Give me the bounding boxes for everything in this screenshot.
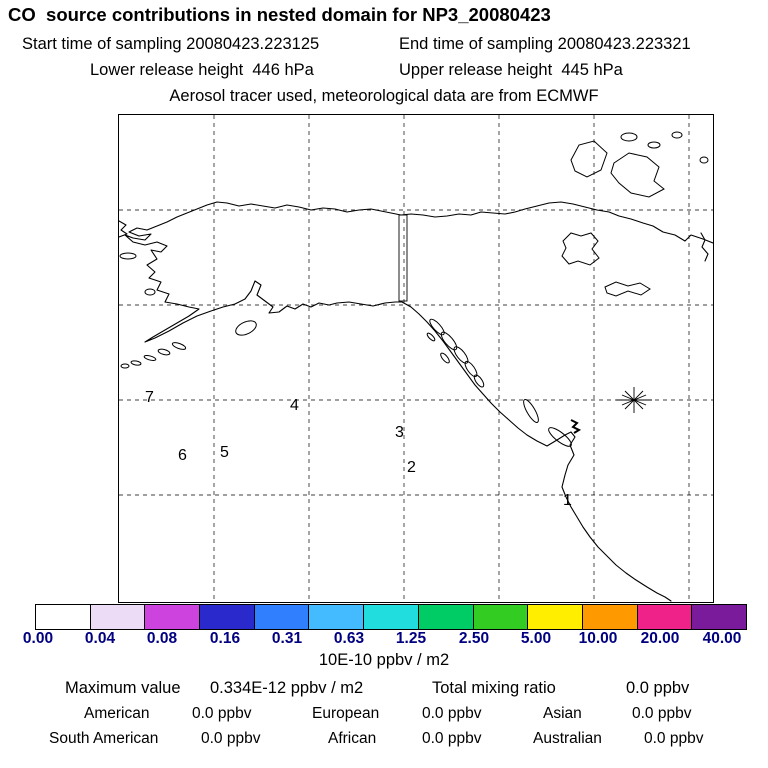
contribution-value: 0.0 ppbv [644, 730, 704, 747]
colorbar-segment [473, 605, 529, 629]
contribution-label: American [84, 705, 150, 722]
colorbar-segment [582, 605, 638, 629]
receptor-label: 3 [395, 424, 404, 441]
contribution-label: Asian [543, 705, 582, 722]
island [523, 399, 539, 423]
river-line [700, 232, 709, 262]
receptor-label: 6 [178, 447, 187, 464]
island [130, 360, 142, 366]
total-mixing-ratio-label: Total mixing ratio [432, 679, 556, 697]
island [610, 152, 665, 198]
maximum-value: 0.334E-12 ppbv / m2 [210, 679, 364, 697]
receptor-label: 2 [407, 459, 416, 476]
island [235, 320, 257, 336]
island [699, 156, 709, 164]
receptor-labels: 1 2 3 4 5 6 7 [145, 389, 572, 509]
start-time-text: Start time of sampling 20080423.223125 [22, 35, 320, 53]
contribution-value: 0.0 ppbv [201, 730, 261, 747]
contribution-label: South American [49, 730, 159, 747]
island [620, 132, 638, 142]
end-time-text: End time of sampling 20080423.223321 [399, 35, 691, 53]
island [440, 352, 450, 364]
island [119, 252, 137, 260]
map-svg: 1 2 3 4 5 6 7 [119, 115, 713, 602]
colorbar-segment [637, 605, 693, 629]
island [171, 342, 187, 350]
island [647, 141, 661, 149]
lower-release-text: Lower release height 446 hPa [90, 61, 314, 79]
coastline [119, 201, 713, 602]
island [464, 360, 478, 378]
colorbar-segment [692, 605, 746, 629]
island [453, 346, 469, 364]
colorbar-segment [36, 605, 91, 629]
islands-and-lakes [119, 131, 709, 447]
political-boundary-line [398, 214, 408, 302]
lake [604, 281, 651, 297]
island [144, 288, 156, 296]
receptor-label: 7 [145, 389, 154, 406]
lake [561, 232, 600, 266]
island [548, 427, 572, 447]
colorbar-unit-label: 10E-10 ppbv / m2 [318, 651, 450, 669]
colorbar-tick-label: 20.00 [640, 630, 680, 647]
colorbar-tick-label: 0.04 [84, 630, 116, 647]
island [157, 348, 171, 356]
maximum-value-label: Maximum value [65, 679, 181, 697]
island [120, 363, 130, 369]
colorbar-segment [418, 605, 474, 629]
colorbar-tick-label: 0.63 [333, 630, 365, 647]
tracer-info-text: Aerosol tracer used, meteorological data… [169, 87, 599, 105]
colorbar-segment [309, 605, 365, 629]
contribution-label: African [328, 730, 377, 747]
receptor-label: 4 [290, 397, 299, 414]
contribution-label: Australian [533, 730, 602, 747]
contribution-value: 0.0 ppbv [422, 705, 482, 722]
colorbar-tick-label: 1.25 [395, 630, 427, 647]
coast-detail [570, 419, 582, 434]
colorbar-segment [254, 605, 310, 629]
receptor-label: 1 [563, 492, 572, 509]
colorbar-tick-label: 0.08 [146, 630, 178, 647]
colorbar-segment [200, 605, 255, 629]
colorbar-tick-label: 5.00 [520, 630, 552, 647]
colorbar [35, 604, 747, 630]
island [143, 355, 157, 361]
contribution-value: 0.0 ppbv [632, 705, 692, 722]
island [426, 332, 436, 342]
contribution-label: European [312, 705, 380, 722]
colorbar-segment [528, 605, 583, 629]
contribution-value: 0.0 ppbv [422, 730, 482, 747]
island [570, 140, 608, 178]
contribution-value: 0.0 ppbv [192, 705, 252, 722]
island [440, 331, 458, 351]
star-marker-icon [616, 387, 652, 413]
total-mixing-ratio-value: 0.0 ppbv [626, 679, 690, 697]
colorbar-tick-label: 0.00 [22, 630, 54, 647]
colorbar-segment [145, 605, 201, 629]
island [473, 374, 485, 388]
colorbar-tick-label: 2.50 [458, 630, 490, 647]
colorbar-tick-label: 0.31 [271, 630, 303, 647]
colorbar-tick-label: 0.16 [209, 630, 241, 647]
colorbar-tick-label: 10.00 [578, 630, 618, 647]
map-frame: 1 2 3 4 5 6 7 [118, 114, 714, 603]
graticule-gridlines [119, 115, 713, 602]
page-title: CO source contributions in nested domain… [8, 4, 551, 25]
receptor-label: 5 [220, 444, 229, 461]
island [671, 131, 683, 139]
colorbar-segment [364, 605, 419, 629]
island [429, 318, 445, 336]
colorbar-segment [90, 605, 146, 629]
upper-release-text: Upper release height 445 hPa [399, 61, 623, 79]
colorbar-tick-label: 40.00 [702, 630, 742, 647]
